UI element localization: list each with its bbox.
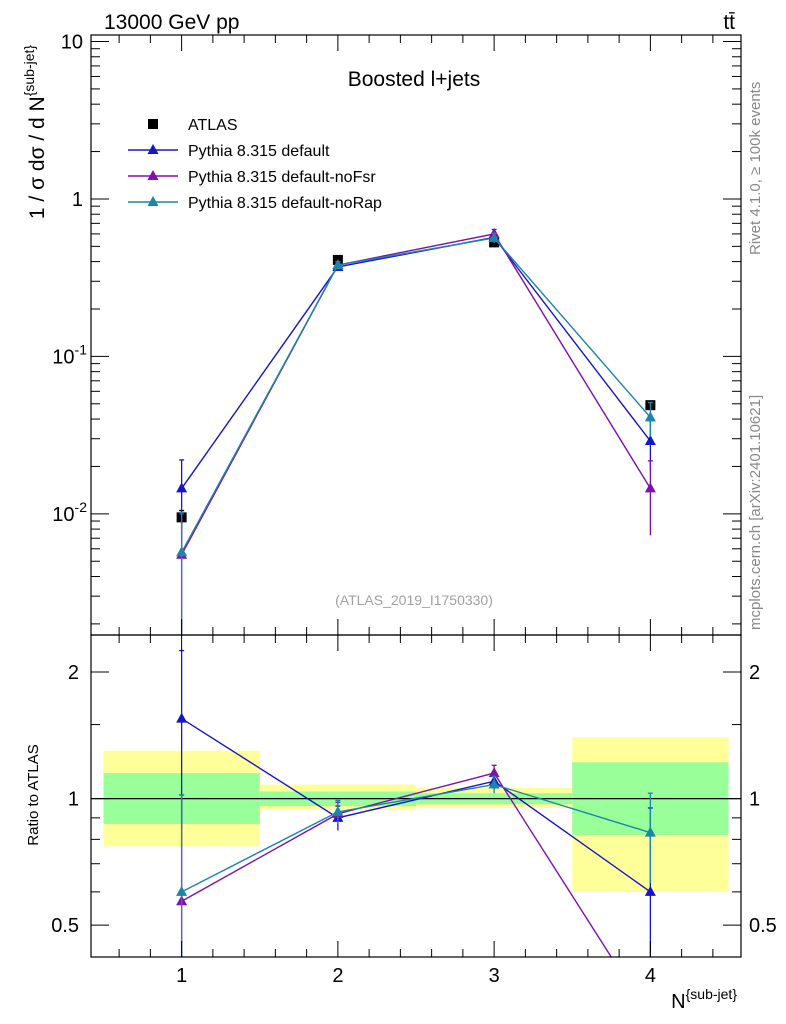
legend-marker: [147, 196, 159, 206]
data-point: [332, 259, 344, 270]
ratio-point: [488, 778, 500, 789]
ratio-y-tick-label-right: 1: [749, 789, 760, 811]
series-line: [181, 233, 651, 556]
series-line: [181, 236, 651, 489]
legend-label: ATLAS: [188, 117, 238, 134]
legend-item: Pythia 8.315 default-noFsr: [128, 169, 376, 186]
y-tick-label-base: 10: [52, 504, 74, 526]
ratio-series-pythia-8-315-default-norap: [176, 775, 656, 957]
legend-label: Pythia 8.315 default-noFsr: [188, 169, 376, 186]
ratio-point: [332, 805, 344, 816]
data-point: [644, 411, 656, 422]
plot-title: Boosted l+jets: [348, 68, 481, 91]
ratio-point: [176, 712, 188, 723]
data-point: [488, 231, 500, 242]
y-tick-label-exp: -1: [75, 341, 88, 357]
ratio-y-tick-label: 1: [68, 789, 79, 811]
energy-label: 13000 GeV pp: [104, 11, 239, 34]
data-point: [176, 482, 188, 493]
series-pythia-8-315-default-norap: [176, 231, 656, 635]
legend-marker: [147, 170, 159, 180]
legend-item: ATLAS: [148, 117, 238, 134]
y-tick-label: 1: [72, 189, 83, 211]
ratio-point: [644, 826, 656, 837]
x-tick-label: 4: [645, 965, 656, 987]
y-tick-label-exp: -2: [75, 499, 88, 515]
x-tick-label: 2: [332, 965, 343, 987]
data-point: [176, 546, 188, 557]
mcplots-label: mcplots.cern.ch [arXiv:2401.10621]: [747, 395, 764, 630]
data-point: [644, 435, 656, 446]
ratio-y-tick-label-right: 0.5: [749, 915, 777, 937]
y-tick-label: 10-2: [52, 499, 87, 526]
y-tick-label: 10-1: [52, 341, 87, 368]
data-point: [644, 482, 656, 493]
main-ylabel-text: 1 / σ dσ / d N: [26, 96, 49, 219]
ratio-series-line: [181, 783, 651, 893]
x-axis-label-text: N: [671, 991, 685, 1013]
x-axis-label-sup: {sub-jet}: [686, 986, 738, 1002]
series-atlas: [176, 237, 656, 525]
ratio-point: [176, 885, 188, 896]
ratio-axis-ticks: 2 2 1 1 0.5 0.5 1 2 3 4: [51, 635, 777, 987]
ratio-series-line: [181, 772, 612, 958]
legend-label: Pythia 8.315 default: [188, 143, 330, 160]
legend-item: Pythia 8.315 default: [128, 143, 330, 160]
rivet-label: Rivet 4.1.0, ≥ 100k events: [747, 82, 764, 255]
ratio-y-tick-label-right: 2: [749, 662, 760, 684]
legend-marker: [148, 119, 158, 129]
ratio-point: [644, 885, 656, 896]
x-tick-label: 3: [489, 965, 500, 987]
y-tick-label-base: 10: [52, 346, 74, 368]
x-axis-label: N{sub-jet}: [671, 986, 737, 1013]
main-ylabel: 1 / σ dσ / d N{sub-jet}: [21, 45, 49, 220]
series-pythia-8-315-default: [176, 231, 656, 539]
process-label: tt̄: [723, 11, 735, 34]
legend-marker: [147, 144, 159, 154]
legend-item: Pythia 8.315 default-noRap: [128, 195, 382, 212]
uncertainty-bands: [103, 737, 729, 892]
series-line: [181, 237, 651, 553]
ratio-y-tick-label: 2: [68, 662, 79, 684]
ratio-panel: 2 2 1 1 0.5 0.5 1 2 3 4 Ratio to ATLAS N{sub-jet}: [25, 634, 777, 1013]
ratio-frame: [90, 634, 742, 958]
ratio-y-tick-label: 0.5: [51, 915, 79, 937]
y-tick-label: 10: [61, 32, 83, 54]
ratio-ylabel: Ratio to ATLAS: [25, 744, 42, 845]
legend-label: Pythia 8.315 default-noRap: [188, 195, 382, 212]
legend: ATLAS Pythia 8.315 default Pythia 8.315 de…: [128, 117, 382, 212]
analysis-label: (ATLAS_2019_I1750330): [335, 592, 493, 608]
ratio-point: [488, 767, 500, 778]
x-tick-label: 1: [176, 965, 187, 987]
main-ylabel-sup: {sub-jet}: [21, 45, 37, 97]
ratio-series-line: [181, 718, 651, 893]
